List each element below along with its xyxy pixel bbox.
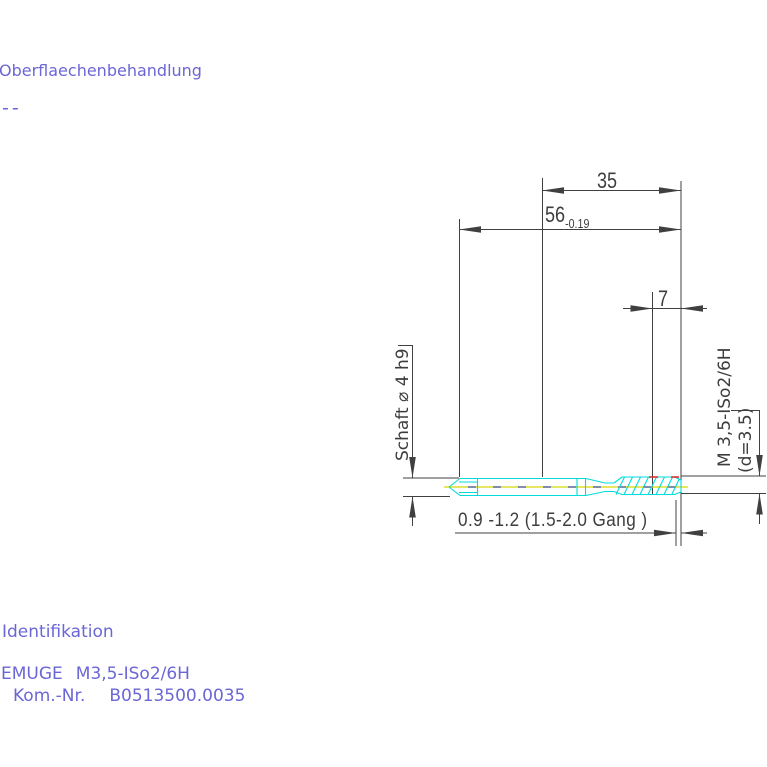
dim-35-label: 35 bbox=[597, 168, 618, 193]
tap-outline bbox=[448, 476, 682, 497]
dimension-arrowheads bbox=[409, 187, 763, 537]
thread-diameter-label: (d=3.5) bbox=[736, 407, 756, 473]
identification-type-row: EMUGE M3,5-ISo2/6H bbox=[1, 665, 190, 684]
dim-56-value: 56 bbox=[545, 202, 566, 227]
tool-type: M3,5-ISo2/6H bbox=[75, 664, 190, 684]
order-number-label: Kom.-Nr. bbox=[13, 686, 86, 706]
identification-label: Identifikation bbox=[2, 622, 114, 642]
order-number-value: B0513500.0035 bbox=[109, 686, 246, 706]
thread-spec-label: M 3,5-ISo2/6H bbox=[715, 347, 735, 467]
surface-treatment-label: Oberflaechenbehandlung bbox=[0, 61, 202, 80]
brand-name: EMUGE bbox=[1, 664, 63, 684]
dim-chamfer-label: 0.9 -1.2 (1.5-2.0 Gang ) bbox=[458, 510, 648, 531]
dim-56-tolerance: -0.19 bbox=[565, 216, 590, 231]
dim-7-label: 7 bbox=[658, 286, 669, 311]
thread-flutes bbox=[615, 476, 680, 495]
surface-treatment-value: -- bbox=[2, 97, 22, 119]
dim-56-label: 56-0.19 bbox=[545, 202, 589, 230]
order-number-row: Kom.-Nr. B0513500.0035 bbox=[13, 687, 245, 706]
shank-diameter-label: Schaft ⌀ 4 h9 bbox=[393, 348, 413, 461]
